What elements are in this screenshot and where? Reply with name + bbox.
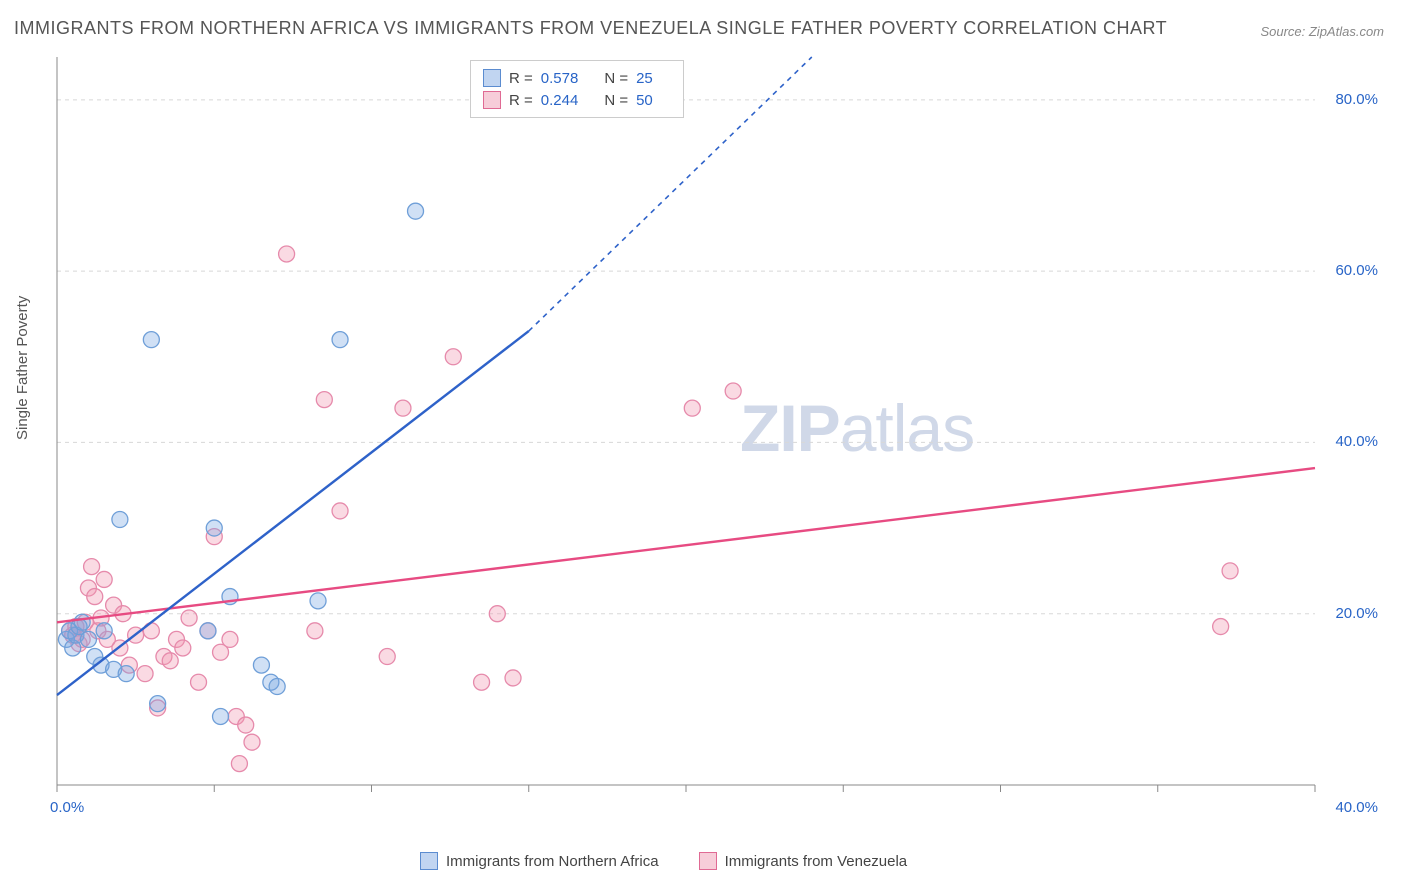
swatch-pink-icon [483, 91, 501, 109]
legend-label-1: Immigrants from Venezuela [725, 853, 908, 870]
y-axis-label: Single Father Poverty [14, 296, 31, 440]
source-attribution: Source: ZipAtlas.com [1260, 24, 1384, 39]
swatch-blue-icon [420, 852, 438, 870]
n-label: N = [604, 92, 628, 109]
chart-area [55, 55, 1375, 815]
legend-row-series-1: R = 0.244 N = 50 [483, 89, 671, 111]
legend-row-series-0: R = 0.578 N = 25 [483, 67, 671, 89]
correlation-legend: R = 0.578 N = 25 R = 0.244 N = 50 [470, 60, 684, 118]
swatch-pink-icon [699, 852, 717, 870]
legend-label-0: Immigrants from Northern Africa [446, 853, 659, 870]
x-tick-label: 40.0% [1335, 799, 1378, 816]
swatch-blue-icon [483, 69, 501, 87]
n-value-1: 50 [636, 92, 653, 109]
series-legend: Immigrants from Northern Africa Immigran… [420, 852, 907, 870]
y-tick-label: 60.0% [1335, 262, 1378, 279]
y-tick-label: 40.0% [1335, 433, 1378, 450]
chart-title: IMMIGRANTS FROM NORTHERN AFRICA VS IMMIG… [14, 18, 1167, 39]
n-label: N = [604, 70, 628, 87]
y-tick-label: 80.0% [1335, 91, 1378, 108]
r-label: R = [509, 92, 533, 109]
scatter-plot-svg [55, 55, 1375, 815]
y-tick-label: 20.0% [1335, 605, 1378, 622]
r-value-1: 0.244 [541, 92, 579, 109]
legend-item-1: Immigrants from Venezuela [699, 852, 908, 870]
r-label: R = [509, 70, 533, 87]
legend-item-0: Immigrants from Northern Africa [420, 852, 659, 870]
x-tick-label: 0.0% [50, 799, 84, 816]
r-value-0: 0.578 [541, 70, 579, 87]
n-value-0: 25 [636, 70, 653, 87]
